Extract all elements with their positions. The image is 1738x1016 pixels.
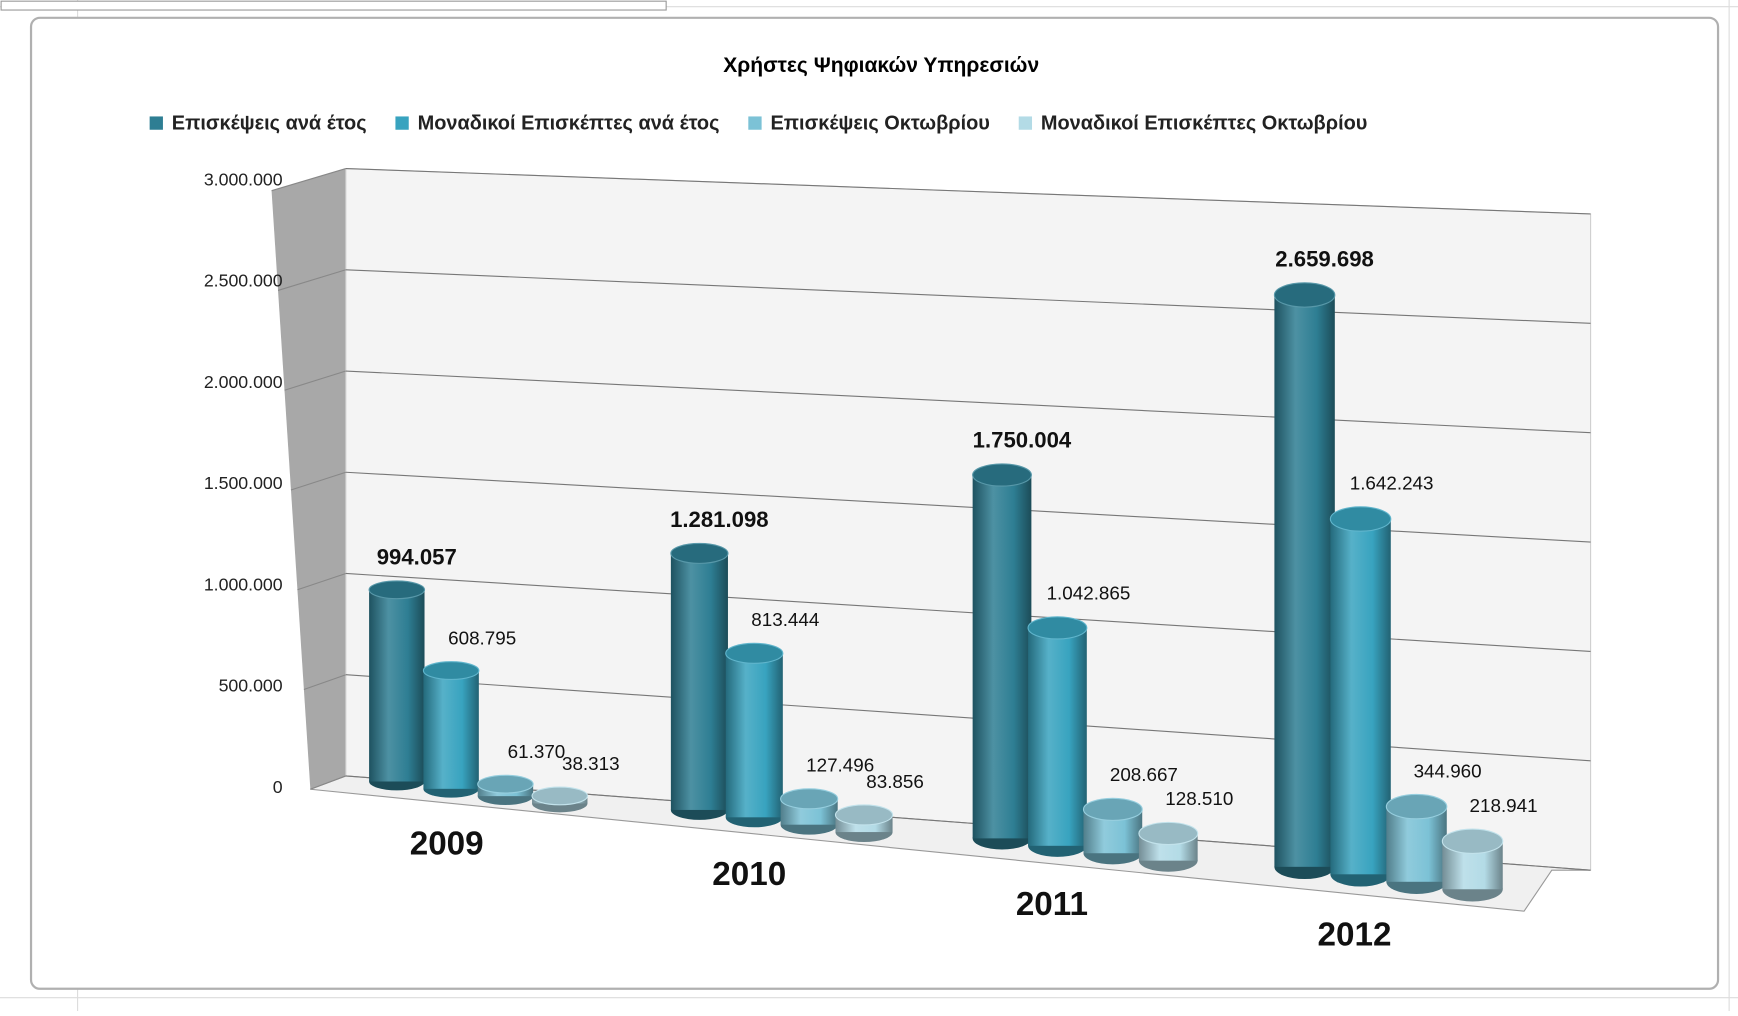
- bar: [1274, 294, 1335, 867]
- y-tick-label: 3.000.000: [204, 169, 283, 189]
- cylinder: [1385, 793, 1448, 894]
- side-grid-line: [290, 471, 346, 491]
- data-label: 1.042.865: [1047, 583, 1131, 604]
- data-label: 208.667: [1110, 764, 1178, 785]
- bar-top: [477, 774, 534, 794]
- cylinder: [422, 661, 480, 798]
- chart-title: Χρήστες Ψηφιακών Υπηρεσιών: [723, 54, 1039, 77]
- y-tick-label: 2.500.000: [204, 271, 283, 291]
- legend-label: Επισκέψεις ανά έτος: [172, 112, 367, 134]
- y-tick-label: 2.000.000: [204, 372, 283, 392]
- bar-top: [725, 642, 784, 664]
- cylinder: [1441, 828, 1504, 902]
- bar-top: [1273, 282, 1336, 308]
- side-wall: [271, 168, 346, 790]
- bar-top: [1138, 821, 1199, 846]
- data-label: 127.496: [806, 755, 874, 776]
- cylinder: [531, 786, 589, 813]
- cylinder: [1273, 282, 1336, 880]
- y-tick-label: 500.000: [219, 676, 283, 696]
- legend-label: Επισκέψεις Οκτωβρίου: [770, 112, 989, 134]
- data-label: 2.659.698: [1275, 246, 1374, 271]
- bar: [1330, 518, 1391, 875]
- bar-top: [1385, 793, 1448, 820]
- grid-line: [345, 370, 1591, 434]
- cylinder: [670, 542, 729, 820]
- data-label: 1.642.243: [1350, 473, 1434, 494]
- y-tick-label: 1.500.000: [204, 473, 283, 493]
- cylinder: [368, 580, 426, 791]
- bar-top: [531, 786, 589, 806]
- data-label: 1.281.098: [670, 507, 769, 532]
- grid-line: [345, 167, 1591, 215]
- x-tick-label: 2012: [1318, 916, 1392, 953]
- legend-swatch: [1018, 116, 1033, 130]
- bar-top: [670, 542, 729, 564]
- bar-top: [1441, 828, 1504, 855]
- data-label: 61.370: [508, 741, 566, 762]
- side-grid-line: [297, 572, 347, 591]
- back-wall: [345, 167, 1592, 871]
- legend: Επισκέψεις ανά έτος Μοναδικοί Επισκέπτες …: [149, 112, 1368, 134]
- bar: [670, 553, 728, 810]
- bar-top: [368, 580, 426, 600]
- cylinder: [1138, 821, 1199, 872]
- bar: [369, 589, 425, 782]
- cylinder: [477, 774, 534, 806]
- data-label: 1.750.004: [973, 428, 1072, 453]
- side-grid-line: [284, 370, 346, 391]
- cell-box: [0, 0, 667, 11]
- bar: [423, 670, 479, 789]
- bar-top: [972, 463, 1032, 487]
- cylinder: [972, 463, 1032, 850]
- cylinder: [1082, 797, 1143, 865]
- data-label: 128.510: [1165, 788, 1233, 809]
- bar-top: [1027, 616, 1088, 640]
- data-label: 344.960: [1414, 760, 1482, 781]
- cylinder: [780, 788, 839, 835]
- x-tick-label: 2010: [712, 856, 786, 893]
- data-label: 38.313: [562, 753, 620, 774]
- legend-label: Μοναδικοί Επισκέπτες Οκτωβρίου: [1041, 112, 1368, 134]
- bar-top: [1329, 506, 1392, 532]
- side-grid-line: [277, 269, 346, 291]
- y-tick-label: 1.000.000: [204, 574, 283, 594]
- x-tick-label: 2009: [410, 826, 484, 863]
- data-label: 994.057: [377, 545, 457, 570]
- bar-top: [834, 804, 894, 826]
- legend-swatch: [149, 116, 163, 130]
- cylinder: [725, 642, 784, 828]
- cylinder: [834, 804, 894, 843]
- bar: [1028, 627, 1087, 846]
- side-grid-line: [303, 674, 347, 691]
- side-grid-line: [271, 168, 346, 192]
- cylinder: [1329, 506, 1392, 887]
- x-tick-label: 2011: [1016, 886, 1088, 923]
- y-tick-label: 0: [273, 777, 283, 797]
- bar-top: [1082, 797, 1143, 821]
- grid-line: [345, 269, 1591, 324]
- legend-swatch: [748, 116, 762, 130]
- data-label: 813.444: [751, 609, 819, 630]
- bar: [972, 475, 1032, 839]
- side-grid-line: [310, 775, 347, 790]
- cylinder: [1027, 616, 1088, 857]
- bar: [725, 653, 783, 818]
- bar-top: [780, 788, 839, 810]
- data-label: 608.795: [448, 628, 516, 649]
- data-label: 83.856: [866, 771, 924, 792]
- bar-top: [422, 661, 480, 681]
- legend-label: Μοναδικοί Επισκέπτες ανά έτος: [418, 112, 720, 134]
- legend-swatch: [395, 116, 409, 130]
- data-label: 218.941: [1470, 795, 1538, 816]
